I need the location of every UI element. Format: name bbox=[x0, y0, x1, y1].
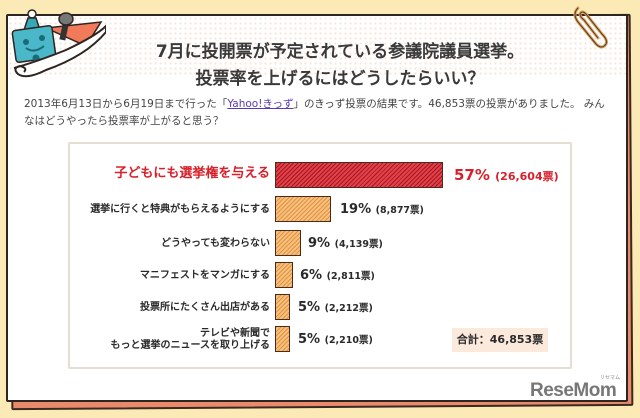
row-percent: 57% bbox=[454, 166, 490, 184]
bar bbox=[275, 196, 331, 222]
bar-highlight bbox=[275, 162, 443, 188]
row-value: 19% (8,877票) bbox=[340, 202, 424, 217]
row-value: 6% (2,811票) bbox=[300, 268, 375, 283]
row-label: 子どもにも選挙権を与える bbox=[114, 166, 270, 181]
yahoo-kids-link[interactable]: Yahoo!きっず bbox=[227, 98, 294, 110]
row-label: どうやっても変わらない bbox=[161, 238, 270, 249]
row-value: 9% (4,139票) bbox=[308, 236, 383, 251]
row-percent: 19% bbox=[340, 202, 372, 217]
description-text-after: 」のきっず投票の結果です。46,853票の投票がありました。 みんなはどうやった… bbox=[24, 98, 605, 127]
chart-row: 子どもにも選挙権を与える 57% (26,604票) bbox=[70, 162, 570, 190]
row-count: (8,877票) bbox=[375, 205, 424, 216]
row-percent: 9% bbox=[308, 236, 331, 251]
row-percent: 5% bbox=[298, 300, 321, 315]
row-value: 57% (26,604票) bbox=[454, 166, 559, 184]
description: 2013年6月13日から6月19日まで行った「Yahoo!きっず」のきっず投票の… bbox=[24, 96, 614, 130]
row-count: (4,139票) bbox=[334, 239, 383, 250]
brand-ruby: リセマム bbox=[600, 375, 621, 381]
paperclip-icon bbox=[573, 6, 608, 49]
dot-pattern bbox=[8, 16, 626, 76]
bar bbox=[275, 294, 290, 320]
robot-mascot-icon bbox=[11, 9, 106, 78]
row-value: 5% (2,212票) bbox=[298, 300, 373, 315]
bar bbox=[275, 326, 290, 352]
bar bbox=[275, 262, 293, 288]
page-title-line1: 7月に投開票が予定されている参議院議員選挙。 bbox=[155, 42, 525, 62]
description-text-before: 2013年6月13日から6月19日まで行った「 bbox=[24, 98, 228, 110]
row-count: (2,210票) bbox=[324, 335, 373, 346]
resemom-logo: ReseMom bbox=[530, 380, 617, 401]
row-label-line1: テレビや新聞で bbox=[200, 328, 270, 339]
chart-row: どうやっても変わらない 9% (4,139票) bbox=[70, 230, 570, 258]
row-percent: 6% bbox=[300, 268, 323, 283]
row-count: (2,811票) bbox=[326, 271, 375, 282]
chart-row: 投票所にたくさん出店がある 5% (2,212票) bbox=[70, 294, 570, 322]
row-label-line2: もっと選挙のニュースを取り上げる bbox=[110, 340, 271, 351]
page-title-line2: 投票率を上げるにはどうしたらいい？ bbox=[195, 69, 485, 89]
chart-row: マニフェストをマンガにする 6% (2,811票) bbox=[70, 262, 570, 290]
chart-row: 選挙に行くと特典がもらえるようにする 19% (8,877票) bbox=[70, 196, 570, 224]
row-value: 5% (2,210票) bbox=[298, 332, 373, 347]
bar bbox=[275, 230, 301, 256]
row-count: (26,604票) bbox=[495, 170, 559, 183]
row-label: テレビや新聞で もっと選挙のニュースを取り上げる bbox=[111, 328, 271, 352]
row-label: 投票所にたくさん出店がある bbox=[140, 302, 270, 313]
total-badge: 合計：46,853票 bbox=[452, 328, 548, 352]
row-percent: 5% bbox=[298, 332, 321, 347]
chart-row: テレビや新聞で もっと選挙のニュースを取り上げる 5% (2,210票) bbox=[70, 326, 570, 354]
row-label: 選挙に行くと特典がもらえるようにする bbox=[90, 204, 270, 215]
row-count: (2,212票) bbox=[324, 303, 373, 314]
row-label: マニフェストをマンガにする bbox=[139, 270, 270, 281]
